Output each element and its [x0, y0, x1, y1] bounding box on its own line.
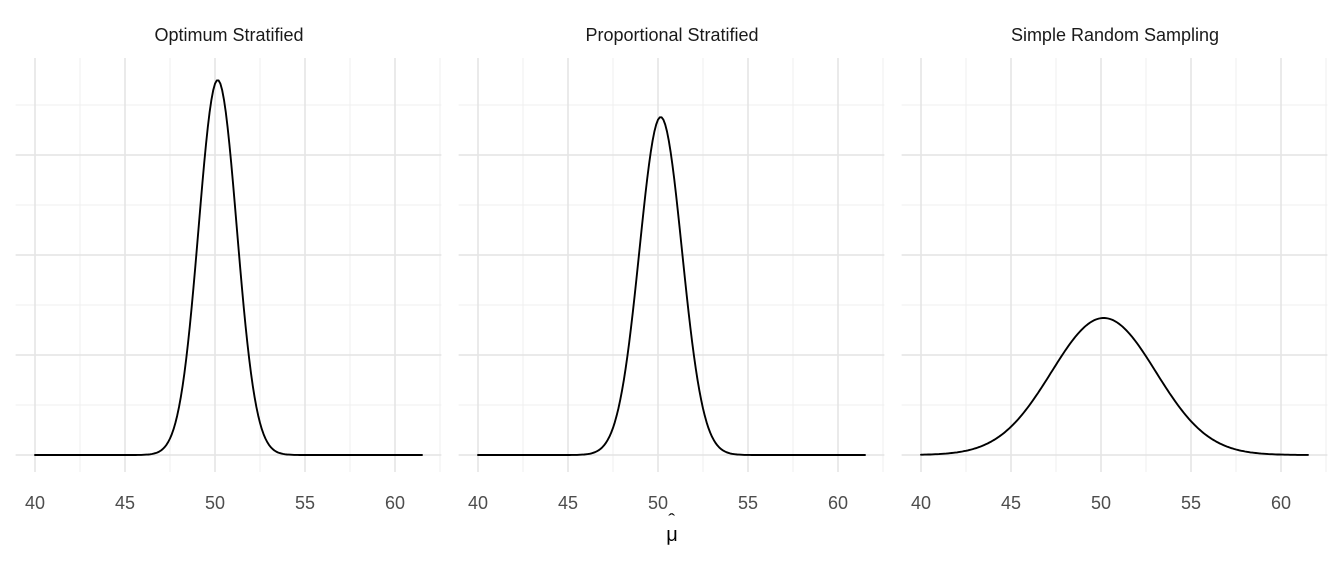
x-tick-label: 55 — [738, 493, 758, 513]
x-axis-label-mu: μ — [666, 524, 678, 546]
x-tick-label: 50 — [205, 493, 225, 513]
density-curve — [920, 317, 1309, 456]
x-tick-label: 40 — [468, 493, 488, 513]
x-tick-label: 40 — [911, 493, 931, 513]
x-tick-label: 60 — [1271, 493, 1291, 513]
x-tick-label: 55 — [295, 493, 315, 513]
x-tick-label: 50 — [1091, 493, 1111, 513]
density-curve — [477, 116, 866, 456]
x-tick-label: 40 — [25, 493, 45, 513]
x-tick-label: 60 — [828, 493, 848, 513]
x-axis-label: ˆ μ — [0, 512, 1344, 546]
facet-title-proportional-stratified: Proportional Stratified — [585, 25, 759, 45]
x-tick-label: 45 — [1001, 493, 1021, 513]
x-tick-label: 60 — [385, 493, 405, 513]
x-tick-label: 45 — [558, 493, 578, 513]
x-tick-label: 45 — [115, 493, 135, 513]
x-tick-label: 50 — [648, 493, 668, 513]
x-tick-label: 55 — [1181, 493, 1201, 513]
facet-title-simple-random-sampling: Simple Random Sampling — [1010, 25, 1220, 45]
facet-title-optimum-stratified: Optimum Stratified — [154, 25, 304, 45]
density-curve — [34, 79, 423, 456]
x-axis-label-hat: ˆ — [668, 512, 676, 529]
